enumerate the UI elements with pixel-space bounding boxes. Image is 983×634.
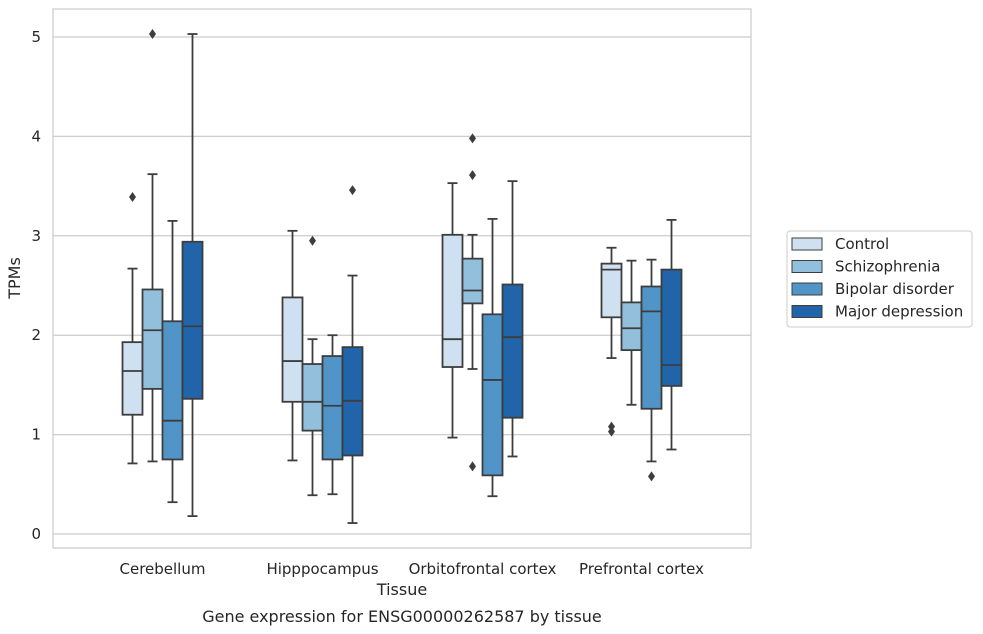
box-schizophrenia	[301, 235, 324, 497]
box-schizophrenia	[141, 29, 164, 463]
legend-label: Major depression	[835, 303, 963, 321]
legend-swatch	[791, 305, 823, 318]
box-groups	[121, 29, 683, 524]
x-tick-label: Orbitofrontal cortex	[409, 560, 557, 578]
box-major-depression	[181, 33, 204, 518]
legend-frame	[786, 230, 973, 328]
box-iqr	[620, 301, 643, 352]
outlier-point	[149, 29, 156, 40]
legend-swatch	[791, 237, 823, 251]
y-tick-label-2: 2	[31, 326, 41, 344]
box-bipolar-disorder	[640, 258, 663, 482]
outlier-point	[349, 185, 356, 196]
box-schizophrenia	[461, 133, 484, 472]
plot-frame	[52, 8, 752, 549]
box-iqr	[640, 285, 663, 410]
y-tick-label-0: 0	[31, 525, 41, 543]
box-iqr	[141, 288, 164, 390]
box-control	[281, 229, 304, 462]
y-axis-title: TPMs	[5, 257, 24, 300]
box-iqr	[181, 240, 204, 400]
box-bipolar-disorder	[321, 334, 344, 496]
legend-label: Control	[835, 235, 889, 253]
box-iqr	[481, 313, 504, 477]
box-bipolar-disorder	[161, 219, 184, 504]
x-tick-label: Cerebellum	[120, 560, 206, 578]
x-tick-labels: Cerebellum Hipppocampus Orbitofrontal cort…	[120, 560, 705, 578]
y-tick-label-5: 5	[31, 28, 41, 46]
grid-lines	[53, 36, 751, 535]
box-iqr	[441, 233, 464, 368]
box-iqr	[461, 257, 484, 305]
y-tick-label-4: 4	[31, 127, 41, 145]
outlier-point	[469, 133, 476, 144]
legend-swatch	[791, 282, 823, 296]
box-iqr	[660, 268, 683, 387]
legend-swatch	[791, 260, 823, 273]
outlier-point	[129, 192, 136, 203]
y-tick-label-1: 1	[31, 426, 41, 444]
box-iqr	[501, 283, 524, 419]
x-axis-title: Tissue	[376, 580, 427, 599]
box-iqr	[121, 341, 144, 416]
box-iqr	[321, 355, 344, 461]
legend-label: Bipolar disorder	[835, 280, 955, 298]
y-tick-label-3: 3	[31, 227, 41, 245]
box-control	[121, 192, 144, 465]
box-iqr	[600, 262, 623, 319]
legend: Control Schizophrenia Bipolar disorder Majo…	[786, 230, 973, 328]
box-major-depression	[660, 218, 683, 451]
outlier-point	[309, 235, 316, 246]
box-schizophrenia	[620, 259, 643, 406]
box-control	[600, 246, 623, 437]
outlier-point	[648, 471, 655, 482]
box-iqr	[161, 320, 184, 461]
box-bipolar-disorder	[481, 218, 504, 498]
box-control	[441, 182, 464, 439]
outlier-point	[608, 426, 615, 437]
y-tick-labels: 0 1 2 3 4 5	[31, 28, 41, 543]
x-tick-label: Prefrontal cortex	[579, 560, 704, 578]
box-major-depression	[341, 185, 364, 524]
chart-caption: Gene expression for ENSG00000262587 by t…	[202, 607, 602, 626]
legend-label: Schizophrenia	[835, 258, 940, 276]
box-major-depression	[501, 180, 524, 458]
outlier-point	[469, 461, 476, 472]
box-iqr	[301, 363, 324, 432]
x-tick-label: Hipppocampus	[266, 560, 378, 578]
box-iqr	[281, 296, 304, 403]
outlier-point	[469, 170, 476, 181]
